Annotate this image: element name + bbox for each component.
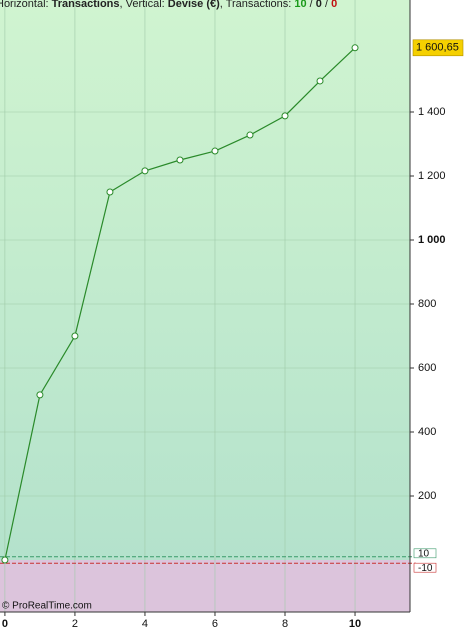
positive-area: [0, 0, 410, 560]
reference-label-box: [413, 562, 437, 573]
point: [1, 556, 9, 564]
point: [246, 131, 254, 139]
reference-label-box: [413, 548, 437, 559]
y-tick-label: 200: [418, 490, 436, 502]
title-part: 0: [331, 0, 337, 10]
point: [316, 77, 324, 85]
negative-area: [0, 560, 410, 612]
y-tick-label: 400: [418, 426, 436, 438]
title-part: Horizontal:: [0, 0, 52, 10]
point: [36, 391, 44, 399]
title-part: 10: [294, 0, 306, 10]
point: [71, 332, 79, 340]
point: [141, 167, 149, 175]
point: [281, 112, 289, 120]
point: [176, 156, 184, 164]
x-tick-label: 0: [2, 618, 8, 630]
x-tick-label: 10: [349, 618, 361, 630]
title-part: Devise (€): [168, 0, 220, 10]
y-tick-label: 800: [418, 298, 436, 310]
reference-label: 10: [418, 548, 430, 559]
watermark: © ProRealTime.com: [2, 601, 92, 612]
title-part: , Vertical:: [120, 0, 168, 10]
y-tick-label: 600: [418, 362, 436, 374]
point: [351, 44, 359, 52]
title-part: Transactions: [52, 0, 120, 10]
title-part: 0: [316, 0, 322, 10]
x-tick-label: 6: [212, 618, 218, 630]
reference-label: -10: [418, 563, 433, 574]
chart-title: Horizontal: Transactions, Vertical: Devi…: [0, 0, 337, 10]
y-tick-label: 1 000: [418, 234, 446, 246]
x-tick-label: 2: [72, 618, 78, 630]
x-tick-label: 8: [282, 618, 288, 630]
title-part: /: [322, 0, 331, 10]
y-tick-label: 1 200: [418, 170, 446, 182]
x-tick-label: 4: [142, 618, 148, 630]
point: [211, 147, 219, 155]
point: [106, 188, 114, 196]
title-part: /: [307, 0, 316, 10]
value-label-box: [412, 39, 464, 57]
title-part: , Transactions:: [220, 0, 295, 10]
y-tick-label: 1 400: [418, 106, 446, 118]
value-label: 1 600,65: [416, 42, 459, 54]
